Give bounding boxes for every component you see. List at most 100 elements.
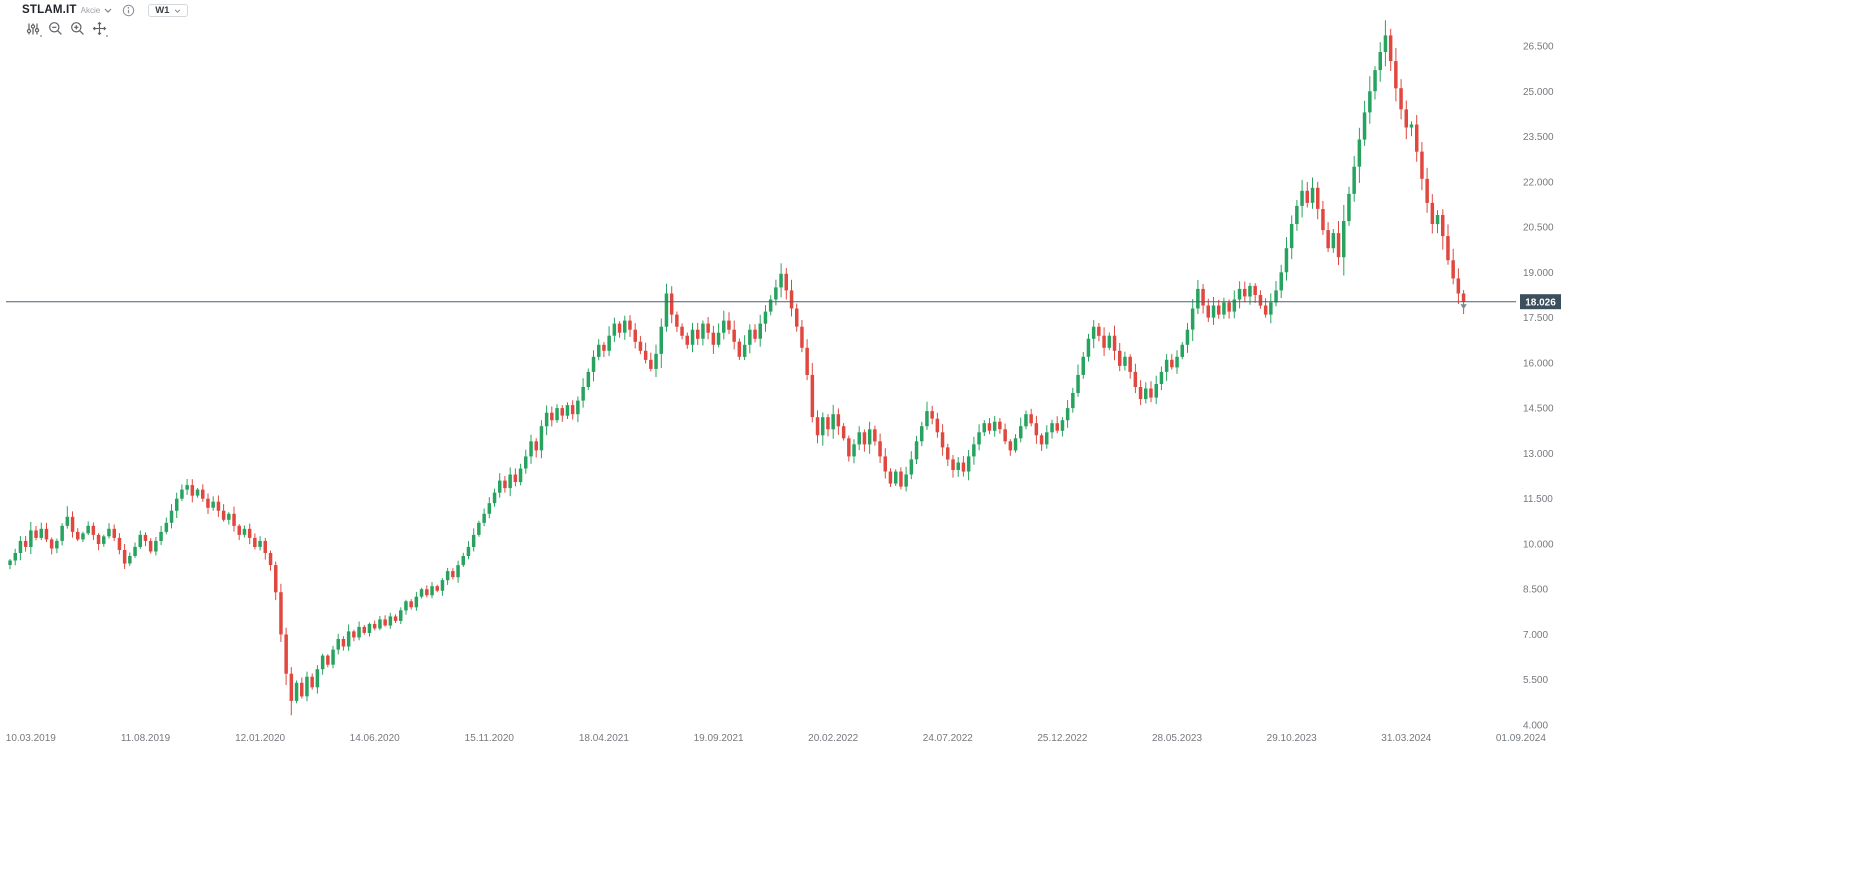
candle-body (419, 589, 424, 597)
candle-body (1123, 356, 1127, 366)
candle-body (841, 426, 846, 439)
candle-body (800, 326, 804, 348)
candle-body (227, 513, 231, 520)
price-axis-label: 13.000 (1523, 449, 1554, 460)
candle-body (1175, 356, 1179, 368)
candle-body (581, 387, 585, 401)
candle-body (300, 682, 304, 697)
price-axis[interactable]: 26.500 25.000 23.500 22.000 20.500 19.000 17.5… (1523, 42, 1554, 732)
time-axis-label: 19.09.2021 (694, 733, 744, 744)
candle-body (1409, 124, 1414, 128)
candle-body (1050, 423, 1054, 433)
candle-body (821, 417, 825, 436)
candle-body (1404, 109, 1408, 128)
candle-body (1415, 124, 1419, 152)
candle-body (367, 623, 372, 633)
time-axis[interactable]: 10.03.2019 11.08.2019 12.01.2020 14.06.2020… (6, 733, 1547, 744)
timeframe-selector[interactable]: W1 (148, 3, 189, 17)
time-axis-label: 01.09.2024 (1496, 733, 1546, 744)
zoom-out-button[interactable] (47, 22, 63, 38)
candle-body (383, 619, 387, 626)
candle-body (352, 631, 356, 638)
candle-body (159, 531, 163, 541)
zoom-in-button[interactable] (69, 22, 85, 38)
candle-body (701, 323, 705, 339)
candle-body (456, 565, 460, 578)
price-axis-label: 11.500 (1523, 494, 1553, 505)
candle-body (909, 459, 914, 475)
candle-body (987, 423, 992, 431)
candle-body (91, 525, 96, 535)
candle-body (977, 432, 981, 445)
time-axis-label: 14.06.2020 (350, 733, 400, 744)
candle-body (1258, 295, 1263, 306)
candle-body (920, 426, 924, 442)
candle-body (1039, 435, 1044, 445)
candle-body (597, 344, 601, 357)
candle-body (331, 649, 335, 665)
candle-body (643, 350, 648, 360)
indicator-settings-button[interactable] (25, 22, 42, 38)
candle-body (8, 560, 12, 565)
candle-body (555, 408, 559, 421)
candle-body (143, 534, 148, 541)
candle-body (638, 341, 643, 351)
price-axis-label: 8.500 (1523, 585, 1548, 596)
candle-body (1055, 423, 1059, 431)
candle-body (1295, 205, 1299, 224)
candle-body (498, 480, 502, 493)
candle-body (591, 356, 596, 372)
candle-body (107, 528, 111, 537)
candle-body (1008, 441, 1013, 451)
price-axis-label: 14.500 (1523, 404, 1554, 415)
candle-body (1243, 288, 1247, 297)
candle-body (1045, 432, 1049, 445)
candle-body (1071, 393, 1075, 409)
candle-body (1081, 356, 1085, 375)
candle-body (748, 329, 752, 345)
candle-body (940, 432, 945, 448)
candle-body (237, 525, 241, 535)
time-axis-label: 29.10.2023 (1267, 733, 1317, 744)
candle-body (1154, 384, 1158, 398)
candle-body (602, 344, 606, 351)
candle-body (471, 534, 476, 547)
candle-body (873, 429, 877, 442)
candle-body (914, 441, 919, 460)
candle-body (826, 417, 830, 430)
candle-body (1357, 139, 1362, 167)
candle-body (680, 326, 684, 336)
candle-body (675, 314, 679, 327)
candle-body (1326, 230, 1330, 249)
candle-body (29, 530, 33, 547)
price-axis-label: 7.000 (1523, 630, 1548, 641)
candle-body (1196, 288, 1200, 309)
candle-body (1253, 285, 1257, 295)
candle-body (1222, 302, 1226, 315)
symbol-name: STLAM.IT (22, 4, 77, 16)
info-icon[interactable] (121, 3, 135, 17)
candle-body (1217, 305, 1221, 315)
candles-layer[interactable] (8, 20, 1466, 716)
timeframe-label: W1 (155, 4, 170, 16)
candle-body (852, 444, 856, 457)
candle-body (711, 332, 716, 345)
candle-body (862, 432, 867, 445)
candle-body (805, 347, 809, 375)
candle-body (1368, 91, 1372, 113)
candle-body (195, 489, 200, 496)
candle-body (982, 423, 986, 433)
candle-body (96, 534, 101, 544)
candle-body (503, 480, 507, 489)
symbol-selector[interactable]: STLAM.IT Akcie (22, 4, 112, 16)
candle-body (1378, 52, 1382, 71)
move-chart-button[interactable] (91, 21, 108, 38)
candle-body (1164, 359, 1169, 372)
chart-header: STLAM.IT Akcie W1 (22, 2, 189, 18)
candle-body (315, 669, 320, 688)
candle-body (274, 565, 278, 593)
time-axis-label: 10.03.2019 (6, 733, 56, 744)
candle-body (1305, 190, 1309, 203)
